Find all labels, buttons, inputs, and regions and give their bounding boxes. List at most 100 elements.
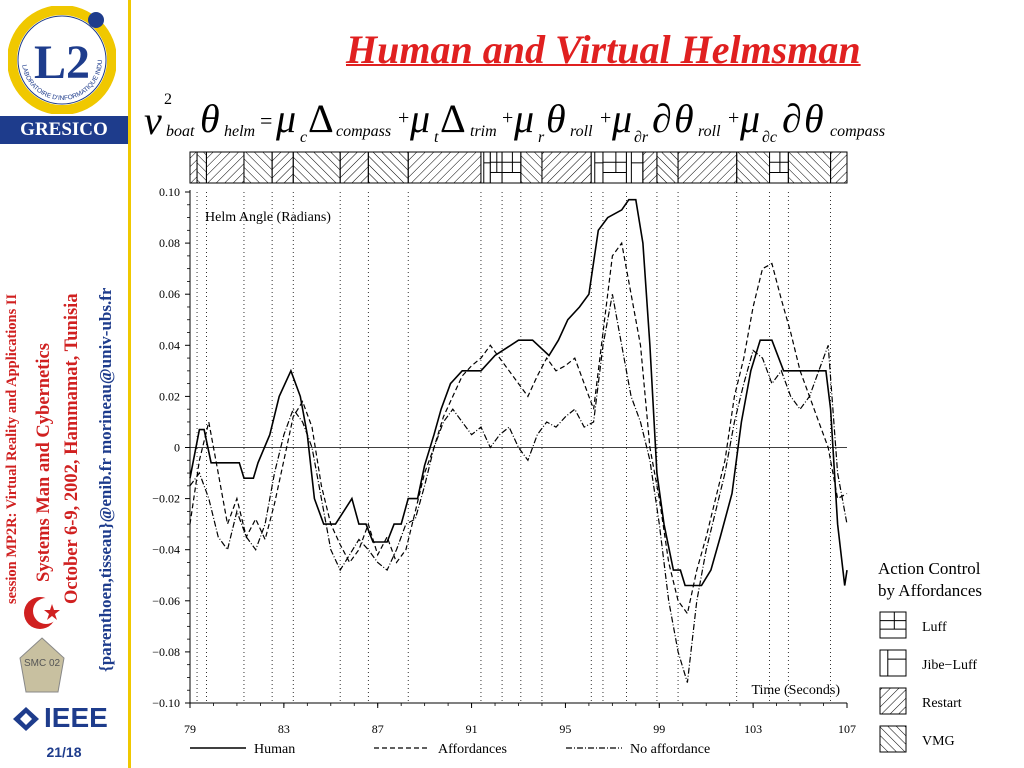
svg-text:Δ: Δ: [308, 96, 334, 141]
series-line-affordances: [189, 241, 848, 616]
y-tick-label: −0.08: [152, 645, 180, 659]
x-tick-label: 79: [184, 722, 196, 736]
helm-formula: v 2 boat θ helm = μ c Δ compass + μ t Δ …: [144, 91, 885, 146]
svg-text:θ: θ: [546, 96, 566, 141]
action-segment: [292, 151, 341, 184]
y-tick-label: −0.10: [152, 696, 180, 710]
svg-text:+: +: [398, 107, 409, 129]
svg-text:θ: θ: [674, 96, 694, 141]
crescent-icon: [24, 597, 60, 629]
series-group: [189, 198, 848, 683]
action-segment: [769, 151, 789, 184]
l2-logo: L2 LABORATOIRE D'INFORMATIQUE INDUSTRIEL…: [8, 6, 116, 114]
action-legend-label: Luff: [922, 620, 947, 635]
y-tick-label: −0.04: [152, 543, 180, 557]
action-segment: [196, 151, 207, 184]
vertical-grid: [196, 192, 831, 703]
dates-text: October 6-9, 2002, Hammamat, Tunisia: [62, 293, 82, 604]
svg-text:+: +: [502, 107, 513, 129]
svg-text:μ: μ: [611, 96, 632, 141]
x-tick-label: 99: [653, 722, 665, 736]
x-tick-label: 91: [466, 722, 478, 736]
svg-text:∂c: ∂c: [762, 129, 777, 146]
legend-label: Human: [254, 742, 295, 757]
gresico-banner: GRESICO: [0, 116, 128, 144]
legend-label: No affordance: [630, 742, 710, 757]
series-line-no-affordance: [189, 294, 848, 683]
svg-text:θ: θ: [200, 96, 220, 141]
action-legend-label: Jibe−Luff: [922, 658, 977, 673]
svg-text:∂: ∂: [782, 96, 802, 141]
action-segment: [642, 151, 658, 184]
action-legend-title: Action Control: [878, 559, 981, 578]
action-segment: [407, 151, 482, 184]
action-segment: [602, 151, 627, 184]
action-legend: Action Control by Affordances Luff Jibe−Luf…: [878, 559, 982, 753]
y-tick-label: 0.08: [159, 236, 180, 250]
y-tick-label: 0.10: [159, 185, 180, 199]
action-segment: [590, 151, 604, 184]
action-legend-label: Restart: [922, 696, 962, 711]
action-segment: [520, 151, 543, 184]
svg-text:r: r: [538, 129, 545, 146]
y-tick-label: 0.02: [159, 389, 180, 403]
action-segment: [271, 151, 294, 184]
emails-text: {parenthoen,tisseau}@enib.fr morineau@un…: [96, 287, 115, 672]
logo-text: L2: [34, 36, 90, 89]
smc-badge-icon: SMC 02: [19, 637, 65, 693]
legend-label: Affordances: [438, 742, 507, 757]
svg-text:roll: roll: [570, 123, 593, 140]
x-axis-label: Time (Seconds): [751, 683, 840, 698]
action-bar: [189, 151, 848, 184]
svg-text:trim: trim: [470, 123, 497, 140]
x-tick-label: 95: [559, 722, 571, 736]
smc-badge-text: SMC 02: [24, 658, 61, 669]
series-line-human: [189, 198, 848, 587]
slide-title: Human and Virtual Helmsman: [346, 27, 861, 72]
series-legend: Human Affordances No affordance: [190, 742, 710, 757]
svg-text:c: c: [300, 129, 307, 146]
svg-text:μ: μ: [739, 96, 760, 141]
svg-text:2: 2: [164, 91, 172, 108]
svg-text:∂r: ∂r: [634, 129, 649, 146]
svg-text:Δ: Δ: [440, 96, 466, 141]
y-tick-label: −0.02: [152, 492, 180, 506]
svg-text:θ: θ: [804, 96, 824, 141]
x-tick-label: 87: [372, 722, 384, 736]
svg-text:t: t: [434, 129, 439, 146]
svg-text:+: +: [600, 107, 611, 129]
action-legend-label: VMG: [922, 734, 955, 749]
action-segment: [339, 151, 369, 184]
svg-text:+: +: [728, 107, 739, 129]
svg-text:helm: helm: [224, 123, 255, 140]
action-segment: [787, 151, 832, 184]
svg-text:∂: ∂: [652, 96, 672, 141]
action-legend-swatch: [879, 687, 907, 715]
page-number: 21/18: [46, 744, 82, 760]
action-segment: [480, 151, 491, 184]
x-tick-label: 83: [278, 722, 290, 736]
svg-text:boat: boat: [166, 123, 195, 140]
action-segment: [830, 151, 848, 184]
action-segment: [501, 151, 522, 184]
action-segment: [677, 151, 738, 184]
svg-text:v: v: [144, 98, 162, 143]
action-bar-frame: [189, 151, 848, 184]
y-tick-label: 0: [174, 441, 180, 455]
y-tick-label: −0.06: [152, 594, 180, 608]
ieee-logo: IEEE: [12, 702, 120, 734]
svg-text:=: =: [260, 108, 272, 133]
y-tick-label: 0.06: [159, 287, 180, 301]
action-segment: [625, 151, 644, 184]
sidebar: L2 LABORATOIRE D'INFORMATIQUE INDUSTRIEL…: [0, 0, 131, 768]
action-segment: [736, 151, 771, 184]
svg-text:μ: μ: [409, 96, 430, 141]
svg-text:compass: compass: [336, 123, 391, 140]
helm-angle-label: Helm Angle (Radians): [205, 210, 331, 225]
action-legend-swatch: [879, 611, 907, 639]
ieee-text: IEEE: [44, 702, 108, 733]
ieee-diamond-icon: [13, 707, 39, 731]
svg-text:roll: roll: [698, 123, 721, 140]
action-segment: [243, 151, 273, 184]
action-segment: [656, 151, 679, 184]
